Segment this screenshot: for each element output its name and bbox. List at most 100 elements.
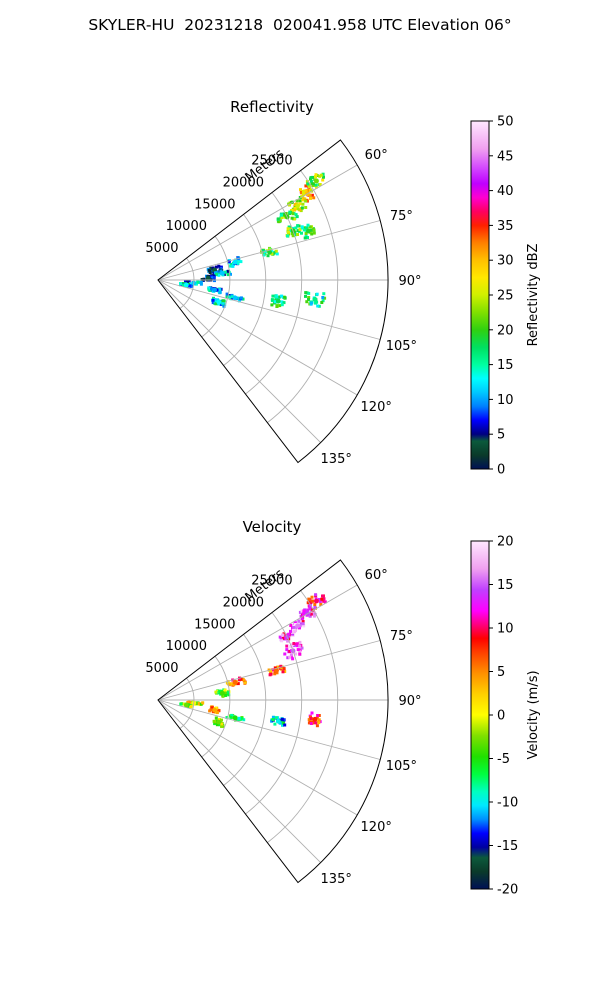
echo-cluster xyxy=(270,294,287,308)
echo-gate xyxy=(298,652,302,656)
echo-gate xyxy=(216,298,220,302)
range-ring xyxy=(245,612,303,815)
echo-gate xyxy=(197,702,201,705)
echo-gate xyxy=(318,183,322,186)
colorbar-tick-label: 35 xyxy=(497,219,514,234)
colorbar xyxy=(470,120,490,470)
azimuth-tick-label: 120° xyxy=(361,820,392,835)
echo-gate xyxy=(223,270,227,274)
echo-gate xyxy=(231,264,235,268)
azimuth-gridline xyxy=(157,699,381,760)
echo-gate xyxy=(241,678,245,681)
echo-gate xyxy=(320,597,324,601)
echo-gate xyxy=(321,178,325,182)
echo-point xyxy=(232,715,238,721)
echo-gate xyxy=(282,301,286,305)
echo-gate xyxy=(302,624,306,628)
colorbar-tick-label: 50 xyxy=(497,115,514,130)
echo-gate xyxy=(228,683,231,687)
colorbar-tick-label: 0 xyxy=(497,463,505,478)
echo-gate xyxy=(302,609,306,613)
echo-gate xyxy=(299,209,303,213)
echo-gate xyxy=(222,304,226,308)
range-ring xyxy=(201,655,231,758)
echo-gate xyxy=(239,260,243,264)
echo-gate xyxy=(321,172,325,176)
echo-gate xyxy=(237,716,241,720)
echo-gate xyxy=(223,688,227,692)
echo-gate xyxy=(322,292,326,296)
echo-gate xyxy=(317,714,321,717)
echo-gate xyxy=(215,272,218,276)
echo-gate xyxy=(212,719,216,723)
echo-gate xyxy=(299,188,302,192)
azimuth-gridline xyxy=(157,699,321,863)
echo-point xyxy=(212,287,218,293)
figure-title: SKYLER-HU 20231218 020041.958 UTC Elevat… xyxy=(88,16,512,34)
echo-gate xyxy=(226,690,230,694)
echo-gate xyxy=(291,632,295,636)
azimuth-tick-label: 60° xyxy=(365,148,388,163)
echo-gate xyxy=(311,184,315,187)
echo-gate xyxy=(298,648,302,652)
echo-gate xyxy=(189,284,193,288)
range-tick-label: 25000 xyxy=(251,154,292,169)
echo-gate xyxy=(294,213,298,217)
echo-point xyxy=(232,259,238,265)
echo-gate xyxy=(220,722,224,726)
echo-gate xyxy=(288,210,292,214)
colorbar-label: Velocity (m/s) xyxy=(526,670,541,759)
echo-gate xyxy=(242,718,246,722)
echo-gate xyxy=(186,280,190,283)
echo-gate xyxy=(310,595,314,599)
range-tick-label: 20000 xyxy=(223,176,264,191)
echo-cluster xyxy=(179,702,193,709)
echo-gate xyxy=(315,724,319,728)
echo-gate xyxy=(307,721,311,725)
echo-gate xyxy=(304,294,307,298)
echo-gate xyxy=(229,682,233,686)
echo-gate xyxy=(214,710,218,714)
echo-gate xyxy=(316,304,320,308)
echo-gate xyxy=(286,227,290,231)
echo-gate xyxy=(278,721,282,725)
echo-gate xyxy=(316,714,320,717)
colorbar-tick-label: 15 xyxy=(497,578,514,593)
colorbar-tick-label: 10 xyxy=(497,622,514,637)
echo-gate xyxy=(285,644,289,648)
echo-gate xyxy=(283,652,287,656)
echo-gate xyxy=(319,603,323,606)
echo-cluster xyxy=(212,716,225,728)
echo-gate xyxy=(220,718,223,722)
azimuth-tick-label: 105° xyxy=(386,339,417,354)
echo-gate xyxy=(311,182,315,186)
echo-gate xyxy=(298,202,302,206)
echo-gate xyxy=(232,683,236,687)
echo-gate xyxy=(323,600,327,604)
echo-cluster xyxy=(300,223,316,240)
echo-gate xyxy=(214,690,218,694)
echo-cluster xyxy=(304,291,327,308)
echo-gate xyxy=(276,665,280,669)
echo-gate xyxy=(292,642,296,645)
echo-point xyxy=(275,298,281,304)
echo-point xyxy=(267,249,272,255)
range-tick-label: 10000 xyxy=(166,639,207,654)
echo-gate xyxy=(226,269,230,273)
echo-gate xyxy=(307,718,311,722)
echo-gate xyxy=(270,719,274,723)
echo-gate xyxy=(217,270,221,274)
echo-gate xyxy=(294,623,297,627)
echo-gate xyxy=(236,682,240,686)
echo-gate xyxy=(218,717,221,721)
echo-point xyxy=(212,707,218,713)
echo-gate xyxy=(321,299,325,303)
echo-gate xyxy=(211,298,215,302)
range-ring xyxy=(179,677,195,729)
echo-gate xyxy=(302,190,305,193)
echo-cluster xyxy=(212,269,232,277)
echo-gate xyxy=(290,209,293,212)
echo-gate xyxy=(309,228,313,232)
range-tick-label: 15000 xyxy=(194,617,235,632)
echo-gate xyxy=(196,280,200,284)
